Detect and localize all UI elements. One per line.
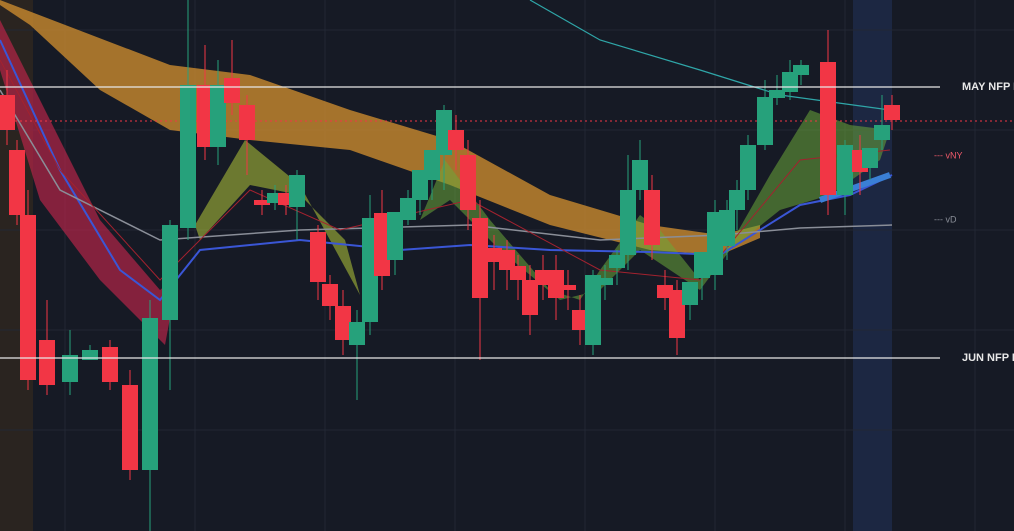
ema-band xyxy=(0,0,760,255)
candle-body xyxy=(180,85,196,228)
candle-body xyxy=(424,150,440,180)
candle-body xyxy=(644,190,660,245)
candle-body xyxy=(239,105,255,140)
candle-body xyxy=(322,284,338,306)
ema-band xyxy=(0,20,178,345)
candle-body xyxy=(632,160,648,190)
candle-body xyxy=(254,200,270,205)
candle-body xyxy=(310,232,326,282)
candle-body xyxy=(142,318,158,470)
candle-body xyxy=(572,310,588,330)
candle-body xyxy=(793,65,809,75)
candle-body xyxy=(535,270,551,285)
candle-body xyxy=(472,218,488,298)
candle-body xyxy=(585,275,601,345)
candle-body xyxy=(740,145,756,190)
candle-body xyxy=(874,125,890,140)
candle-body xyxy=(486,248,502,262)
candle-body xyxy=(82,350,98,360)
level-label: MAY NFP I xyxy=(962,81,1014,93)
candle-body xyxy=(522,280,538,315)
marker-label: --- vNY xyxy=(934,150,963,160)
moving-average xyxy=(529,0,891,111)
candle-body xyxy=(387,212,403,260)
candle-body xyxy=(62,355,78,382)
candle-body xyxy=(122,385,138,470)
candle-body xyxy=(289,175,305,207)
candle-body xyxy=(620,190,636,255)
candle-body xyxy=(560,285,576,290)
ema-band xyxy=(195,140,360,295)
session-shade xyxy=(853,0,892,531)
candle-body xyxy=(669,290,685,338)
candle-body xyxy=(682,282,698,305)
candle-body xyxy=(374,213,390,276)
candle-body xyxy=(335,306,351,340)
candle-body xyxy=(548,270,564,298)
candle-body xyxy=(102,347,118,382)
candle-body xyxy=(757,97,773,145)
candle-body xyxy=(162,225,178,320)
candle-body xyxy=(769,90,785,98)
candle-body xyxy=(349,322,365,345)
candle-body xyxy=(820,62,836,195)
candle-body xyxy=(224,78,240,103)
candle-body xyxy=(197,85,213,147)
moving-average xyxy=(0,39,893,302)
candle-body xyxy=(20,215,36,380)
candle-body xyxy=(460,155,476,210)
candle-body xyxy=(210,85,226,147)
candle-body xyxy=(0,95,15,130)
candle-body xyxy=(837,145,853,195)
candle-body xyxy=(400,198,416,220)
candle-body xyxy=(597,278,613,285)
candle-body xyxy=(729,190,745,210)
marker-label: --- vD xyxy=(934,214,957,224)
candle-body xyxy=(448,130,464,150)
candle-body xyxy=(862,148,878,168)
candle-body xyxy=(499,250,515,270)
candle-body xyxy=(694,252,710,278)
ema-band xyxy=(420,110,890,300)
level-label: JUN NFP I xyxy=(962,352,1014,364)
candle-body xyxy=(39,340,55,385)
candle-body xyxy=(510,266,526,280)
moving-average xyxy=(818,172,892,203)
candle-body xyxy=(609,255,625,268)
candle-body xyxy=(884,105,900,120)
candle-body xyxy=(719,210,735,246)
candle-body xyxy=(267,193,283,203)
candle-body xyxy=(9,150,25,215)
